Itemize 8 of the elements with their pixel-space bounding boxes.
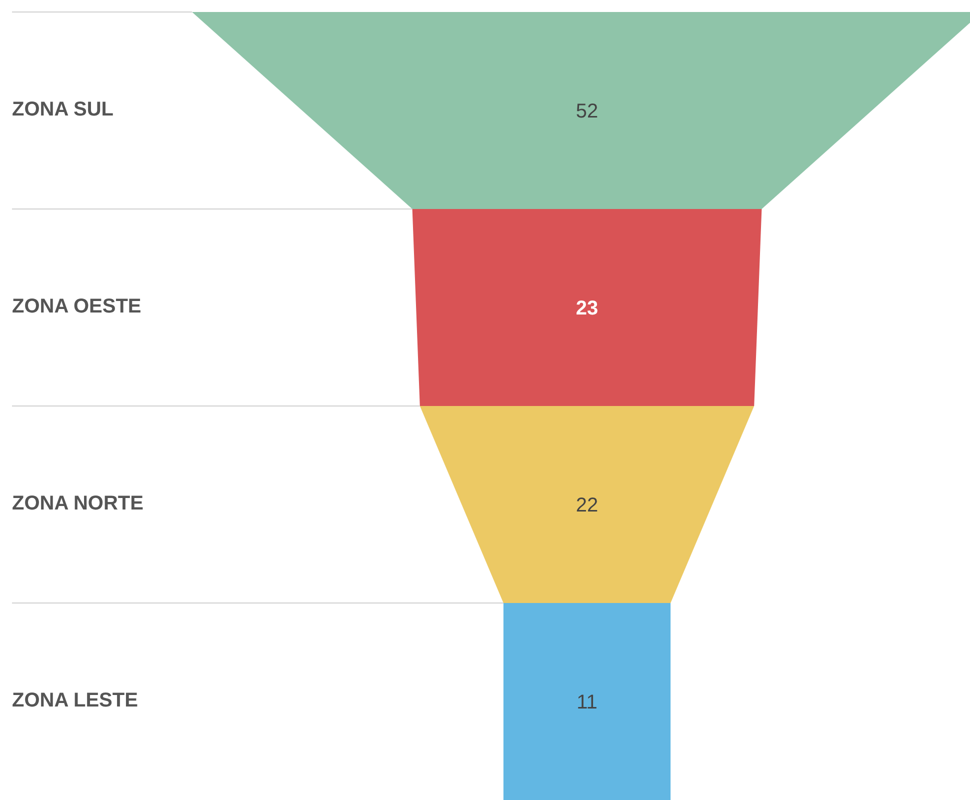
data-label: 11 (576, 692, 598, 714)
category-label: ZONA SUL (12, 98, 114, 120)
category-label: ZONA LESTE (12, 690, 138, 712)
category-label: ZONA OESTE (12, 296, 142, 318)
data-label: 22 (576, 494, 598, 516)
data-label: 23 (576, 298, 598, 320)
data-label: 52 (576, 100, 598, 122)
category-label: ZONA NORTE (12, 492, 144, 514)
